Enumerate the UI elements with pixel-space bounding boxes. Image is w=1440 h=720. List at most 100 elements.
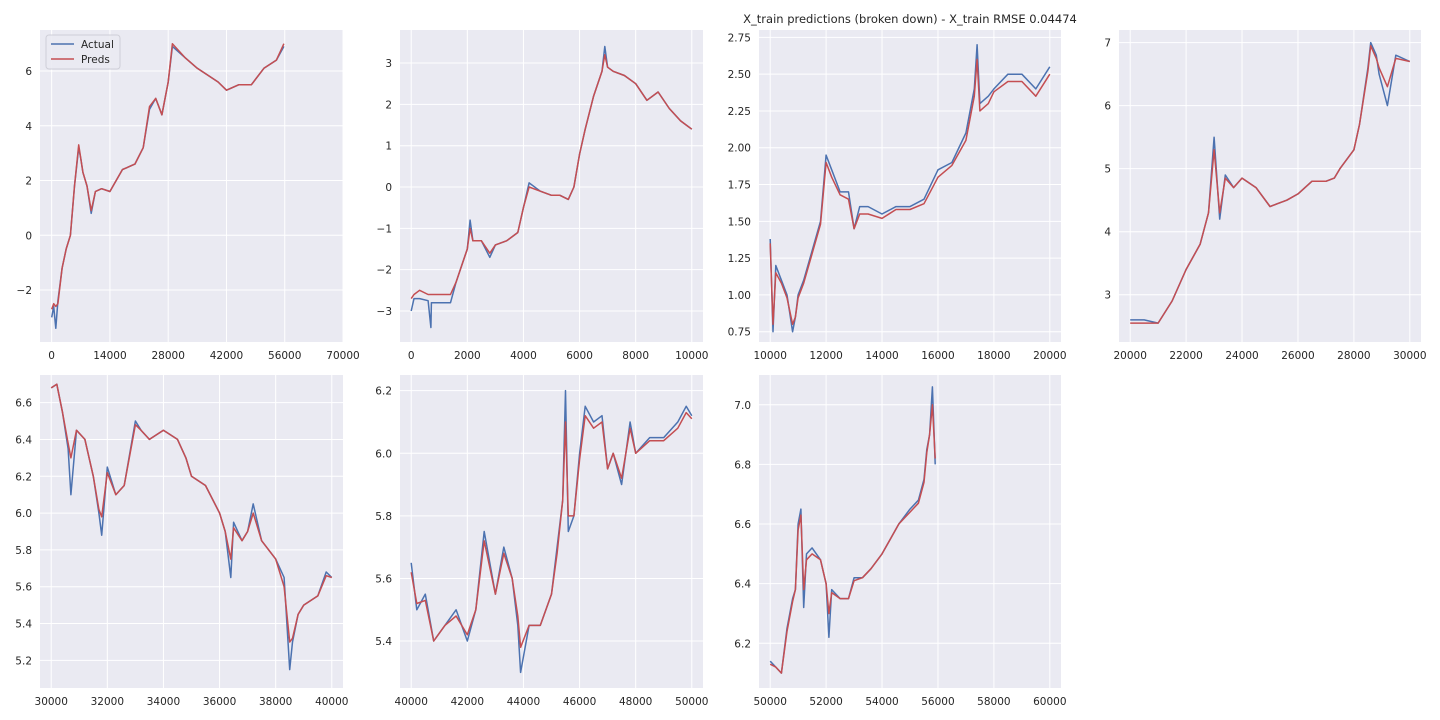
x-tick-label: 56000 [921, 696, 954, 708]
y-tick-label: 5.8 [375, 511, 392, 523]
y-tick-label: −2 [377, 265, 392, 277]
series-line-preds [50, 383, 333, 643]
subplot-7: 50000 52000 54000 56000 58000 60000 6.2 6.4 6.6 6… [734, 375, 1067, 708]
plot-area [759, 375, 1061, 688]
y-tick-label: 6.0 [15, 508, 32, 520]
y-tick-label: 5.6 [375, 573, 392, 585]
subplot-grid: 0 14000 28000 42000 56000 70000−20246ActualPr… [15, 30, 1427, 708]
subplot-6: 40000 42000 44000 46000 48000 50000 5.4 5.6 5.8 6… [375, 375, 708, 708]
x-tick-label: 22000 [1169, 350, 1202, 362]
y-tick-label: 6.6 [15, 398, 32, 410]
y-tick-label: 5.4 [15, 619, 32, 631]
y-tick-label: −2 [17, 285, 32, 297]
y-tick-label: 7.0 [734, 400, 751, 412]
legend: Actual Preds [45, 34, 121, 70]
y-tick-label: 6.6 [734, 519, 751, 531]
subplot-1: 0 14000 28000 42000 56000 70000 −2 0 2 4 6 Actual Pr… [17, 30, 360, 362]
y-tick-label: 5.4 [375, 636, 392, 648]
x-tick-label: 30000 [1393, 350, 1426, 362]
y-tick-label: 0 [385, 182, 392, 194]
series-line-preds [410, 411, 693, 649]
y-tick-label: 6.2 [15, 471, 32, 483]
y-tick-label: 4 [25, 121, 32, 133]
plot-area [400, 30, 703, 342]
series-line-actual [769, 43, 1051, 333]
legend-label-preds: Preds [81, 54, 110, 66]
x-tick-label: 12000 [809, 350, 842, 362]
x-tick-label: 4000 [510, 350, 537, 362]
x-tick-label: 24000 [1225, 350, 1258, 362]
x-tick-label: 20000 [1033, 350, 1066, 362]
y-tick-label: 6 [25, 66, 32, 78]
y-tick-label: 6.8 [734, 459, 751, 471]
y-tick-label: 6.4 [15, 434, 32, 446]
x-tick-label: 52000 [809, 696, 842, 708]
y-tick-label: 3 [385, 58, 392, 70]
series-line-preds [1130, 45, 1410, 324]
x-tick-label: 28000 [1337, 350, 1370, 362]
x-tick-label: 14000 [93, 350, 126, 362]
x-tick-label: 8000 [622, 350, 649, 362]
x-tick-label: 0 [48, 350, 55, 362]
y-tick-label: 1.50 [728, 216, 751, 228]
y-tick-label: 1 [385, 141, 392, 153]
subplot-2: 0 2000 4000 6000 8000 10000 −3 −2 −1 0 1 2 3 [377, 30, 708, 362]
x-tick-label: 58000 [977, 696, 1010, 708]
y-tick-label: 2.25 [728, 106, 751, 118]
plot-area [40, 375, 343, 688]
y-tick-label: −1 [377, 223, 392, 235]
x-tick-label: 70000 [326, 350, 359, 362]
x-tick-label: 28000 [151, 350, 184, 362]
y-tick-label: 5.6 [15, 582, 32, 594]
x-tick-label: 30000 [35, 696, 68, 708]
y-tick-label: 6.2 [734, 638, 751, 650]
plot-area [40, 30, 343, 342]
y-tick-label: 2 [385, 99, 392, 111]
y-tick-label: 6.0 [375, 448, 392, 460]
x-tick-label: 0 [408, 350, 415, 362]
y-tick-label: 0.75 [728, 327, 751, 339]
subplot-3: 10000 12000 14000 16000 18000 20000 0.75 1.00 1.… [728, 30, 1067, 362]
y-tick-label: 4 [1104, 227, 1111, 239]
x-tick-label: 40000 [315, 696, 348, 708]
series-line-preds [769, 58, 1051, 326]
x-tick-label: 10000 [675, 350, 708, 362]
x-tick-label: 42000 [210, 350, 243, 362]
subplot-4: 20000 22000 24000 26000 28000 30000 3 4 5 6 7 [1104, 30, 1427, 362]
y-tick-label: 0 [25, 230, 32, 242]
y-tick-label: 1.25 [728, 253, 751, 265]
y-tick-label: 2.75 [728, 32, 751, 44]
y-tick-label: 3 [1104, 290, 1111, 302]
x-tick-label: 34000 [147, 696, 180, 708]
x-tick-label: 6000 [566, 350, 593, 362]
x-tick-label: 42000 [451, 696, 484, 708]
legend-label-actual: Actual [81, 39, 114, 51]
x-tick-label: 16000 [921, 350, 954, 362]
y-tick-label: 5.8 [15, 545, 32, 557]
x-tick-label: 10000 [753, 350, 786, 362]
x-tick-label: 2000 [454, 350, 481, 362]
y-tick-label: 5 [1104, 164, 1111, 176]
x-tick-label: 14000 [865, 350, 898, 362]
x-tick-label: 48000 [619, 696, 652, 708]
y-tick-label: 7 [1104, 38, 1111, 50]
x-tick-label: 26000 [1281, 350, 1314, 362]
x-tick-label: 38000 [259, 696, 292, 708]
x-tick-label: 56000 [268, 350, 301, 362]
plot-area [1119, 30, 1421, 342]
x-tick-label: 60000 [1033, 696, 1066, 708]
x-tick-label: 46000 [563, 696, 596, 708]
x-tick-label: 36000 [203, 696, 236, 708]
y-tick-label: 2.50 [728, 69, 751, 81]
y-tick-label: 1.75 [728, 180, 751, 192]
y-tick-label: 5.2 [15, 655, 32, 667]
y-tick-label: 6 [1104, 101, 1111, 113]
x-tick-label: 18000 [977, 350, 1010, 362]
plot-area [400, 375, 703, 688]
x-tick-label: 50000 [675, 696, 708, 708]
y-tick-label: −3 [377, 306, 392, 318]
series-line-preds [50, 42, 285, 310]
figure-title: X_train predictions (broken down) - X_tr… [743, 12, 1077, 26]
y-tick-label: 1.00 [728, 290, 751, 302]
